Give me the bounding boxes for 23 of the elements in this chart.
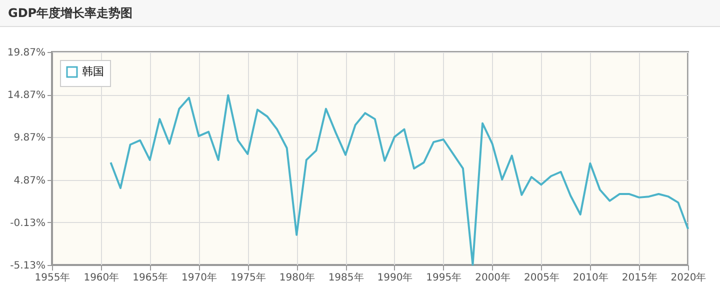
- y-tick-label: 19.87%: [7, 48, 46, 58]
- x-tick-label: 2005年: [524, 272, 560, 284]
- x-tick-label: 1990年: [377, 272, 413, 284]
- legend-label: 韩国: [82, 65, 104, 78]
- x-tick-label: 1975年: [230, 272, 266, 284]
- x-tick-label: 1970年: [182, 272, 217, 284]
- x-tick-label: 1955年: [34, 272, 70, 284]
- y-tick-label: 4.87%: [14, 175, 46, 186]
- y-tick-label: -5.13%: [10, 260, 46, 272]
- x-tick-label: 2000年: [475, 272, 511, 284]
- x-tick-label: 1965年: [132, 272, 168, 284]
- x-tick-label: 2010年: [572, 272, 608, 284]
- x-tick-label: 1960年: [84, 272, 120, 284]
- y-tick-label: -0.13%: [10, 218, 46, 229]
- y-tick-label: 9.87%: [14, 132, 46, 144]
- x-tick-label: 2015年: [622, 272, 658, 284]
- chart-title: GDP年度增长率走势图: [0, 0, 720, 27]
- x-tick-label: 1980年: [279, 272, 315, 284]
- line-series: [110, 94, 689, 266]
- x-tick-label: 1985年: [328, 272, 364, 284]
- x-tick-label: 2020年: [670, 272, 706, 284]
- y-tick-label: 14.87%: [7, 90, 46, 102]
- x-tick-label: 1995年: [426, 272, 462, 284]
